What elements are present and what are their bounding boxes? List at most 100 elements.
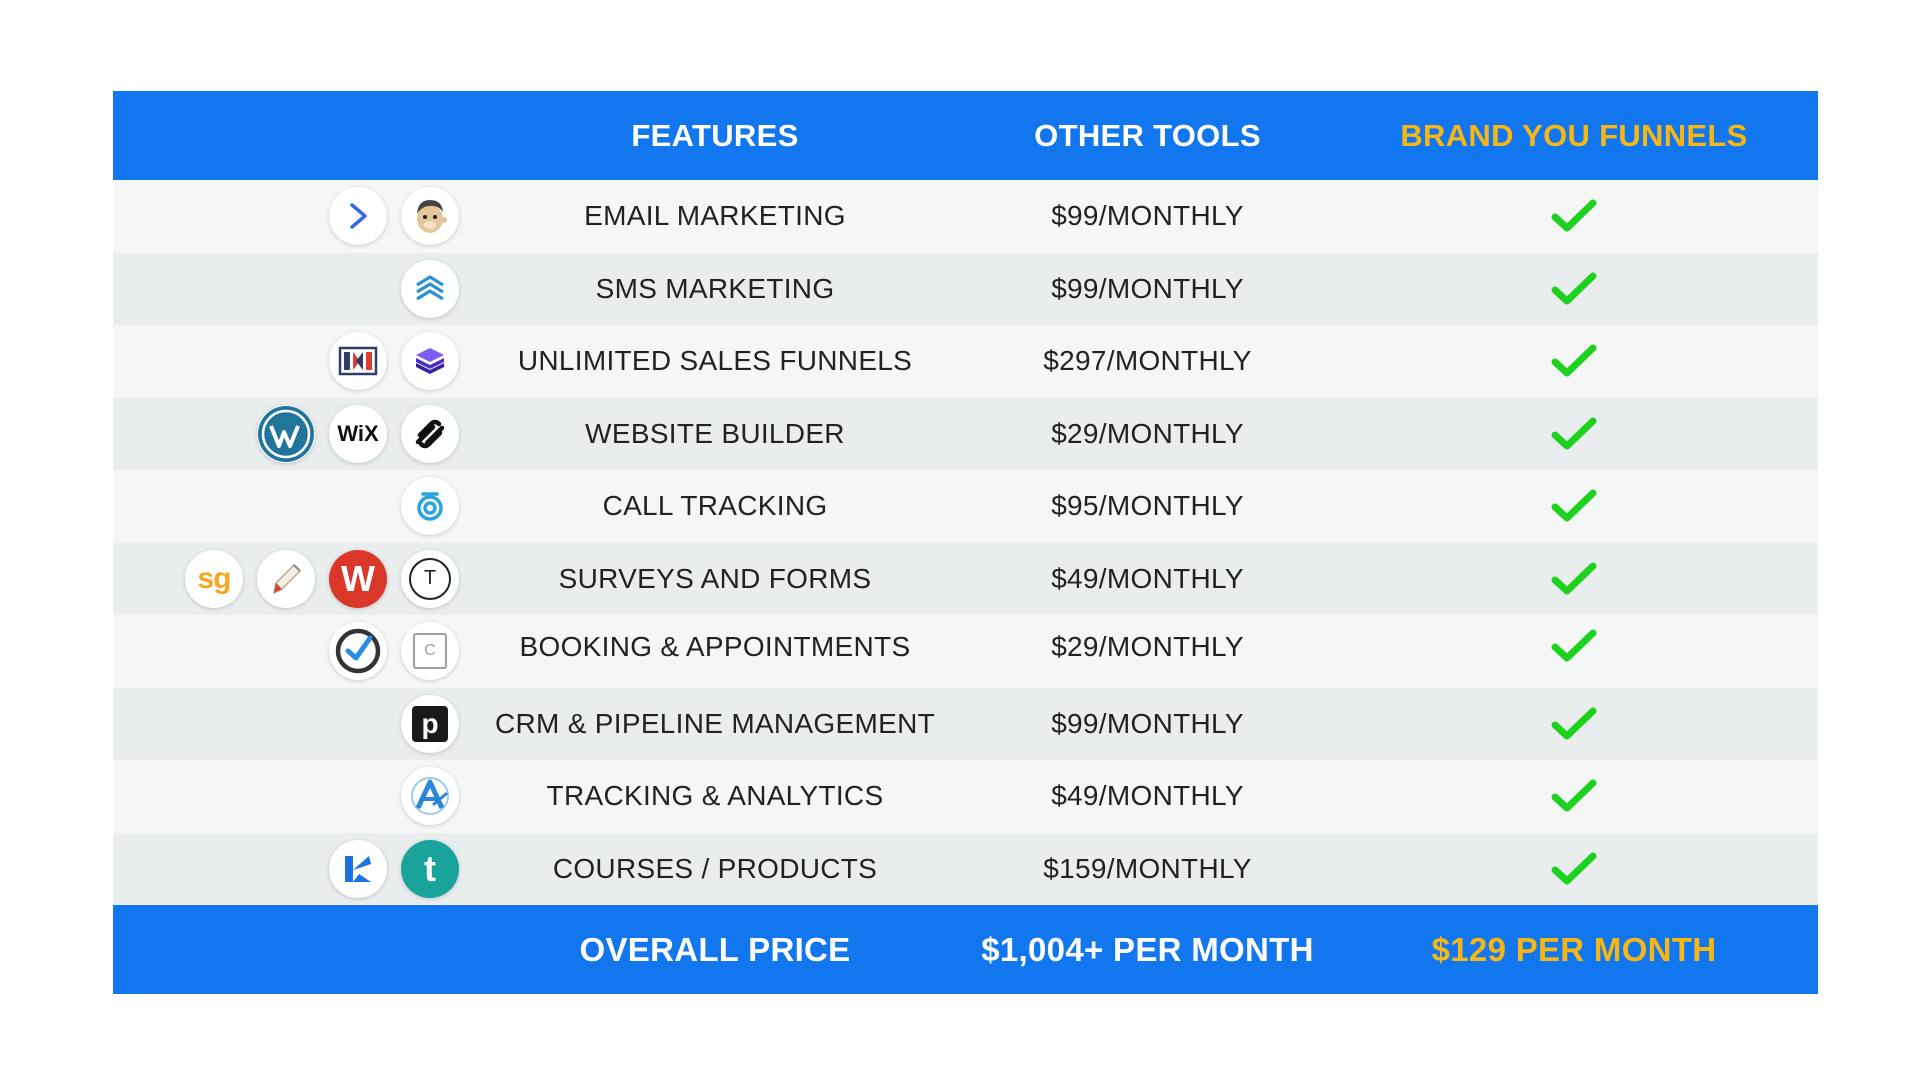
tool-logos: WiX	[113, 398, 465, 471]
check-circle-icon	[329, 622, 387, 681]
checkmark-icon	[1551, 779, 1597, 813]
tool-logos	[113, 760, 465, 833]
table-row: C BOOKING & APPOINTMENTS $29/MONTHLY	[113, 615, 1818, 688]
brand-check	[1330, 417, 1818, 451]
brand-check	[1330, 489, 1818, 523]
other-tools-price: $99/MONTHLY	[1051, 200, 1244, 232]
checkmark-icon	[1551, 852, 1597, 886]
feature-name: COURSES / PRODUCTS	[552, 852, 878, 884]
wix-logo-text: WiX	[337, 420, 379, 446]
table-footer: OVERALL PRICE $1,004+ PER MONTH $129 PER…	[113, 905, 1818, 994]
other-tools-price: $49/MONTHLY	[1051, 780, 1244, 812]
brand-check	[1330, 562, 1818, 596]
feature-name: BOOKING & APPOINTMENTS	[519, 631, 911, 662]
pipedrive-logo-text: p	[421, 707, 439, 739]
typeform-logo-text: T	[423, 567, 437, 590]
header-features: FEATURES	[631, 117, 799, 153]
calendly-icon: C	[401, 622, 459, 681]
table-header: FEATURES OTHER TOOLS BRAND YOU FUNNELS	[113, 91, 1818, 180]
footer-other-total: $1,004+ PER MONTH	[981, 930, 1314, 968]
other-tools-price: $297/MONTHLY	[1043, 345, 1252, 377]
tool-logos	[113, 253, 465, 326]
tool-logos	[113, 180, 465, 253]
table-row: CALL TRACKING $95/MONTHLY	[113, 470, 1818, 543]
squarespace-icon	[401, 404, 459, 463]
feature-name: SMS MARKETING	[595, 272, 835, 304]
checkmark-icon	[1551, 562, 1597, 596]
table-row: UNLIMITED SALES FUNNELS $297/MONTHLY	[113, 325, 1818, 398]
sms-chevrons-icon	[401, 259, 459, 318]
table-row: EMAIL MARKETING $99/MONTHLY	[113, 180, 1818, 253]
other-tools-price: $99/MONTHLY	[1051, 272, 1244, 304]
analytics-a-icon	[401, 767, 459, 826]
wordpress-icon	[257, 404, 315, 463]
other-tools-price: $49/MONTHLY	[1051, 562, 1244, 594]
tool-logos: sg W T	[113, 543, 465, 616]
checkmark-icon	[1551, 417, 1597, 451]
checkmark-icon	[1551, 199, 1597, 233]
checkmark-icon	[1551, 344, 1597, 378]
table-row: sg W T SURVEYS AND FORMS $49/MONTHLY	[113, 542, 1818, 616]
header-brand: BRAND YOU FUNNELS	[1400, 117, 1748, 153]
typeform-ring: T	[409, 557, 451, 600]
checkmark-icon	[1551, 489, 1597, 523]
tool-logos	[113, 325, 465, 398]
brand-check	[1330, 707, 1818, 741]
calendar-frame: C	[413, 633, 447, 670]
brand-check	[1330, 272, 1818, 306]
table-row: SMS MARKETING $99/MONTHLY	[113, 252, 1818, 326]
tool-logos: p	[113, 688, 465, 761]
tool-logos	[113, 470, 465, 543]
surveygizmo-icon: sg	[185, 549, 243, 608]
feature-name: CRM & PIPELINE MANAGEMENT	[494, 707, 935, 739]
table-row: WiX WEBSITE BUILDER $29/MONTHLY	[113, 397, 1818, 471]
wufoo-logo-text: W	[341, 557, 375, 599]
other-tools-price: $29/MONTHLY	[1051, 417, 1244, 449]
clickfunnels-icon	[329, 332, 387, 391]
kajabi-icon	[329, 839, 387, 898]
surveygizmo-logo-text: sg	[197, 561, 231, 595]
checkmark-icon	[1551, 272, 1597, 306]
brand-check	[1330, 199, 1818, 233]
teachable-logo-text: t	[424, 847, 436, 889]
pipedrive-square: p	[412, 705, 448, 742]
footer-icon-column	[113, 905, 465, 994]
layers-icon	[401, 332, 459, 391]
checkmark-icon	[1551, 629, 1597, 663]
feature-name: SURVEYS AND FORMS	[558, 562, 872, 594]
other-tools-price: $95/MONTHLY	[1051, 490, 1244, 522]
other-tools-price: $29/MONTHLY	[1051, 631, 1244, 662]
calltracking-icon	[401, 477, 459, 536]
activecampaign-icon	[329, 187, 387, 246]
footer-label: OVERALL PRICE	[579, 930, 851, 968]
other-tools-price: $99/MONTHLY	[1051, 707, 1244, 739]
tool-logos: t	[113, 833, 465, 906]
header-other-tools: OTHER TOOLS	[1034, 117, 1261, 153]
table-row: t COURSES / PRODUCTS $159/MONTHLY	[113, 832, 1818, 906]
table-row: TRACKING & ANALYTICS $49/MONTHLY	[113, 760, 1818, 833]
other-tools-price: $159/MONTHLY	[1043, 852, 1252, 884]
brand-check	[1330, 779, 1818, 813]
typeform-icon: T	[401, 549, 459, 608]
pen-icon	[257, 549, 315, 608]
feature-name: UNLIMITED SALES FUNNELS	[517, 345, 913, 377]
feature-name: EMAIL MARKETING	[584, 200, 846, 232]
wix-icon: WiX	[329, 404, 387, 463]
mailchimp-icon	[401, 187, 459, 246]
header-icon-column	[113, 91, 465, 180]
brand-check	[1330, 615, 1818, 663]
comparison-table: FEATURES OTHER TOOLS BRAND YOU FUNNELS E…	[113, 91, 1818, 994]
table-row: p CRM & PIPELINE MANAGEMENT $99/MONTHLY	[113, 687, 1818, 761]
pipedrive-icon: p	[401, 694, 459, 753]
brand-check	[1330, 344, 1818, 378]
feature-name: TRACKING & ANALYTICS	[546, 780, 884, 812]
feature-name: WEBSITE BUILDER	[585, 417, 845, 449]
footer-brand-total: $129 PER MONTH	[1431, 930, 1717, 968]
wufoo-icon: W	[329, 549, 387, 608]
calendly-logo-text: C	[424, 642, 436, 660]
brand-check	[1330, 852, 1818, 886]
teachable-icon: t	[401, 839, 459, 898]
checkmark-icon	[1551, 707, 1597, 741]
tool-logos: C	[113, 615, 465, 688]
feature-name: CALL TRACKING	[602, 490, 828, 522]
